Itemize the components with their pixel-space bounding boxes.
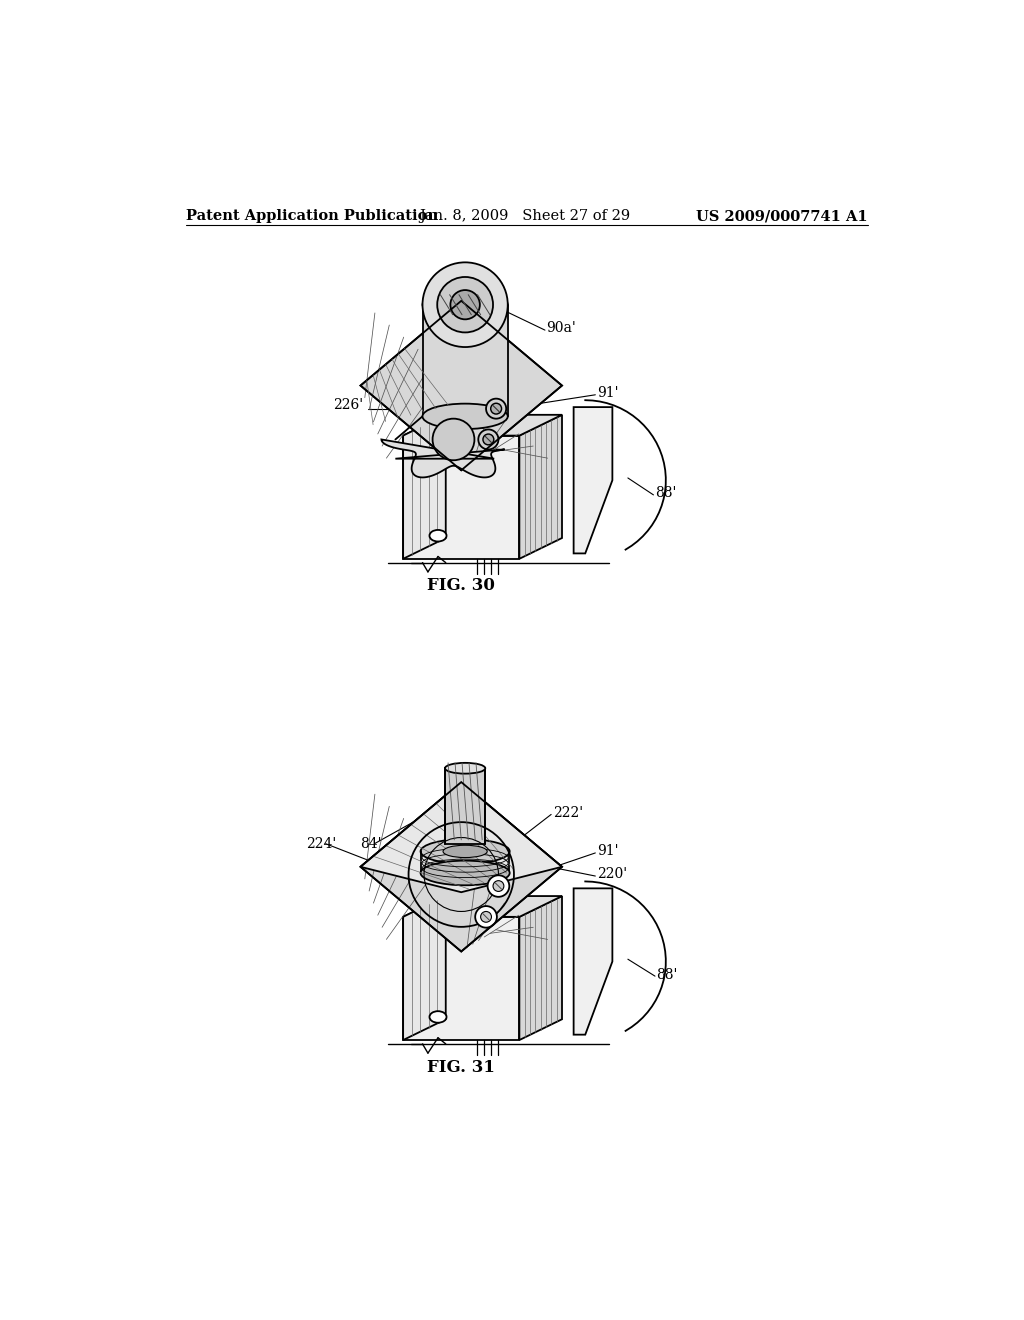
- Polygon shape: [403, 896, 445, 1040]
- Polygon shape: [519, 414, 562, 558]
- Polygon shape: [403, 414, 445, 558]
- Text: 224': 224': [306, 837, 337, 850]
- Ellipse shape: [423, 292, 508, 317]
- Polygon shape: [519, 896, 562, 1040]
- Polygon shape: [360, 781, 562, 892]
- Text: 91': 91': [597, 387, 618, 400]
- Circle shape: [478, 429, 499, 449]
- Text: 226': 226': [334, 397, 364, 412]
- Polygon shape: [445, 768, 485, 843]
- Ellipse shape: [421, 840, 510, 863]
- Text: US 2009/0007741 A1: US 2009/0007741 A1: [696, 209, 868, 223]
- Circle shape: [490, 404, 502, 414]
- Circle shape: [437, 277, 493, 333]
- Circle shape: [493, 880, 504, 891]
- Polygon shape: [573, 888, 612, 1035]
- Ellipse shape: [445, 763, 485, 774]
- Polygon shape: [403, 917, 519, 1040]
- Text: 91': 91': [597, 845, 618, 858]
- Polygon shape: [403, 436, 519, 558]
- Circle shape: [451, 290, 480, 319]
- Text: 220': 220': [597, 867, 627, 882]
- Ellipse shape: [443, 845, 487, 858]
- Circle shape: [423, 263, 508, 347]
- Circle shape: [483, 434, 494, 445]
- Circle shape: [487, 875, 509, 896]
- Circle shape: [475, 906, 497, 928]
- Text: FIG. 31: FIG. 31: [427, 1059, 496, 1076]
- Polygon shape: [403, 896, 562, 917]
- Text: 90a': 90a': [547, 321, 577, 335]
- Polygon shape: [360, 781, 562, 952]
- Text: 222': 222': [553, 807, 583, 820]
- Circle shape: [486, 399, 506, 418]
- Ellipse shape: [421, 861, 510, 886]
- Ellipse shape: [423, 404, 508, 429]
- Ellipse shape: [429, 529, 446, 541]
- Text: 88': 88': [656, 968, 678, 982]
- Text: 88': 88': [655, 486, 677, 500]
- Text: Patent Application Publication: Patent Application Publication: [186, 209, 438, 223]
- Polygon shape: [423, 301, 508, 412]
- Text: Jan. 8, 2009   Sheet 27 of 29: Jan. 8, 2009 Sheet 27 of 29: [419, 209, 631, 223]
- Polygon shape: [381, 440, 505, 478]
- Text: 84': 84': [360, 837, 382, 850]
- Polygon shape: [360, 301, 562, 470]
- Ellipse shape: [429, 1011, 446, 1023]
- Polygon shape: [573, 407, 612, 553]
- Text: FIG. 30: FIG. 30: [427, 577, 496, 594]
- Circle shape: [432, 418, 474, 461]
- Circle shape: [480, 911, 492, 923]
- Polygon shape: [403, 414, 562, 436]
